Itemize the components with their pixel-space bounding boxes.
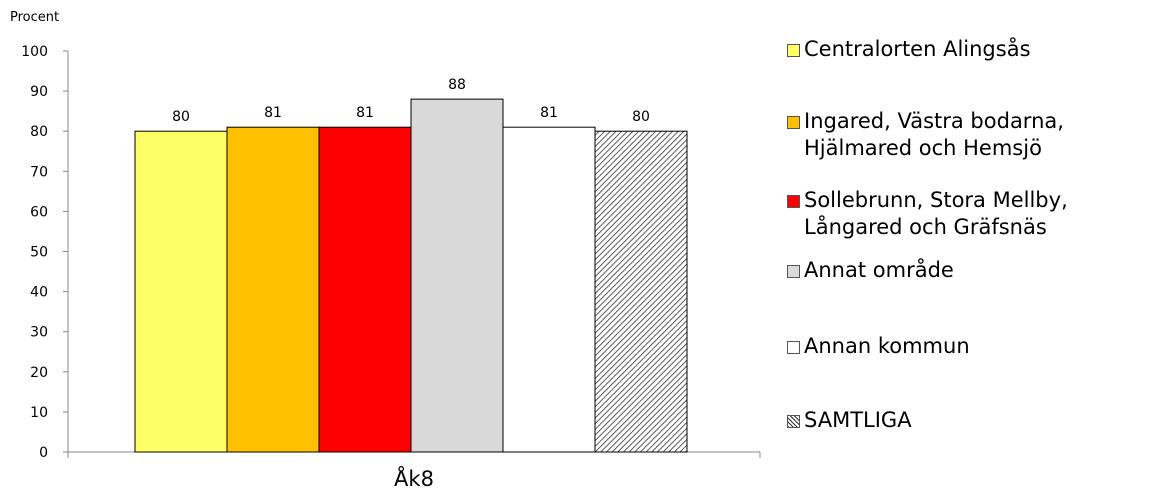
bar-value-label: 81 [264,105,282,121]
legend: Centralorten Alingsås Ingared, Västra bod… [787,0,1164,496]
y-tick-label: 100 [21,44,48,60]
bar-2 [226,126,320,453]
y-tick-label: 50 [30,245,48,261]
bar-value-label: 88 [448,77,466,93]
legend-item: Annat område [787,257,954,284]
legend-item: SAMTLIGA [787,407,912,434]
bar-chart: 0 10 20 30 40 50 60 70 80 90 100 80 81 81 88 81 80 Åk8 [21,44,761,491]
y-tick-label: 60 [30,204,48,220]
legend-swatch [787,116,800,129]
bar-3 [318,126,412,453]
legend-label: Annan kommun [804,334,970,358]
bar-4 [410,98,504,453]
x-category-label: Åk8 [394,465,434,491]
legend-item: Centralorten Alingsås [787,36,1031,63]
legend-swatch [787,341,800,354]
legend-label: Annat område [804,258,954,282]
y-tick-label: 10 [30,405,48,421]
legend-swatch [787,415,800,428]
bar-6 [594,130,688,453]
legend-label: SAMTLIGA [804,408,912,432]
y-tick-label: 40 [30,285,48,301]
legend-item: Ingared, Västra bodarna, Hjälmared och H… [787,108,1064,162]
bar-1 [134,130,228,453]
legend-label: Sollebrunn, Stora Mellby, Långared och G… [804,188,1068,239]
y-tick-label: 20 [30,365,48,381]
legend-item: Sollebrunn, Stora Mellby, Långared och G… [787,187,1068,241]
y-tick-label: 80 [30,124,48,140]
bar-value-label: 81 [540,105,558,121]
legend-swatch [787,44,800,57]
legend-item: Annan kommun [787,333,970,360]
bar-value-label: 81 [356,105,374,121]
legend-label: Ingared, Västra bodarna, Hjälmared och H… [804,109,1064,160]
y-tick-label: 30 [30,325,48,341]
y-axis-title: Procent [10,10,60,25]
y-tick-label: 90 [30,84,48,100]
bar-value-label: 80 [632,109,650,125]
bar-5 [502,126,596,453]
legend-swatch [787,195,800,208]
bar-value-label: 80 [172,109,190,125]
y-tick-label: 70 [30,164,48,180]
y-tick-label: 0 [39,445,48,461]
legend-label: Centralorten Alingsås [804,37,1031,61]
legend-swatch [787,265,800,278]
